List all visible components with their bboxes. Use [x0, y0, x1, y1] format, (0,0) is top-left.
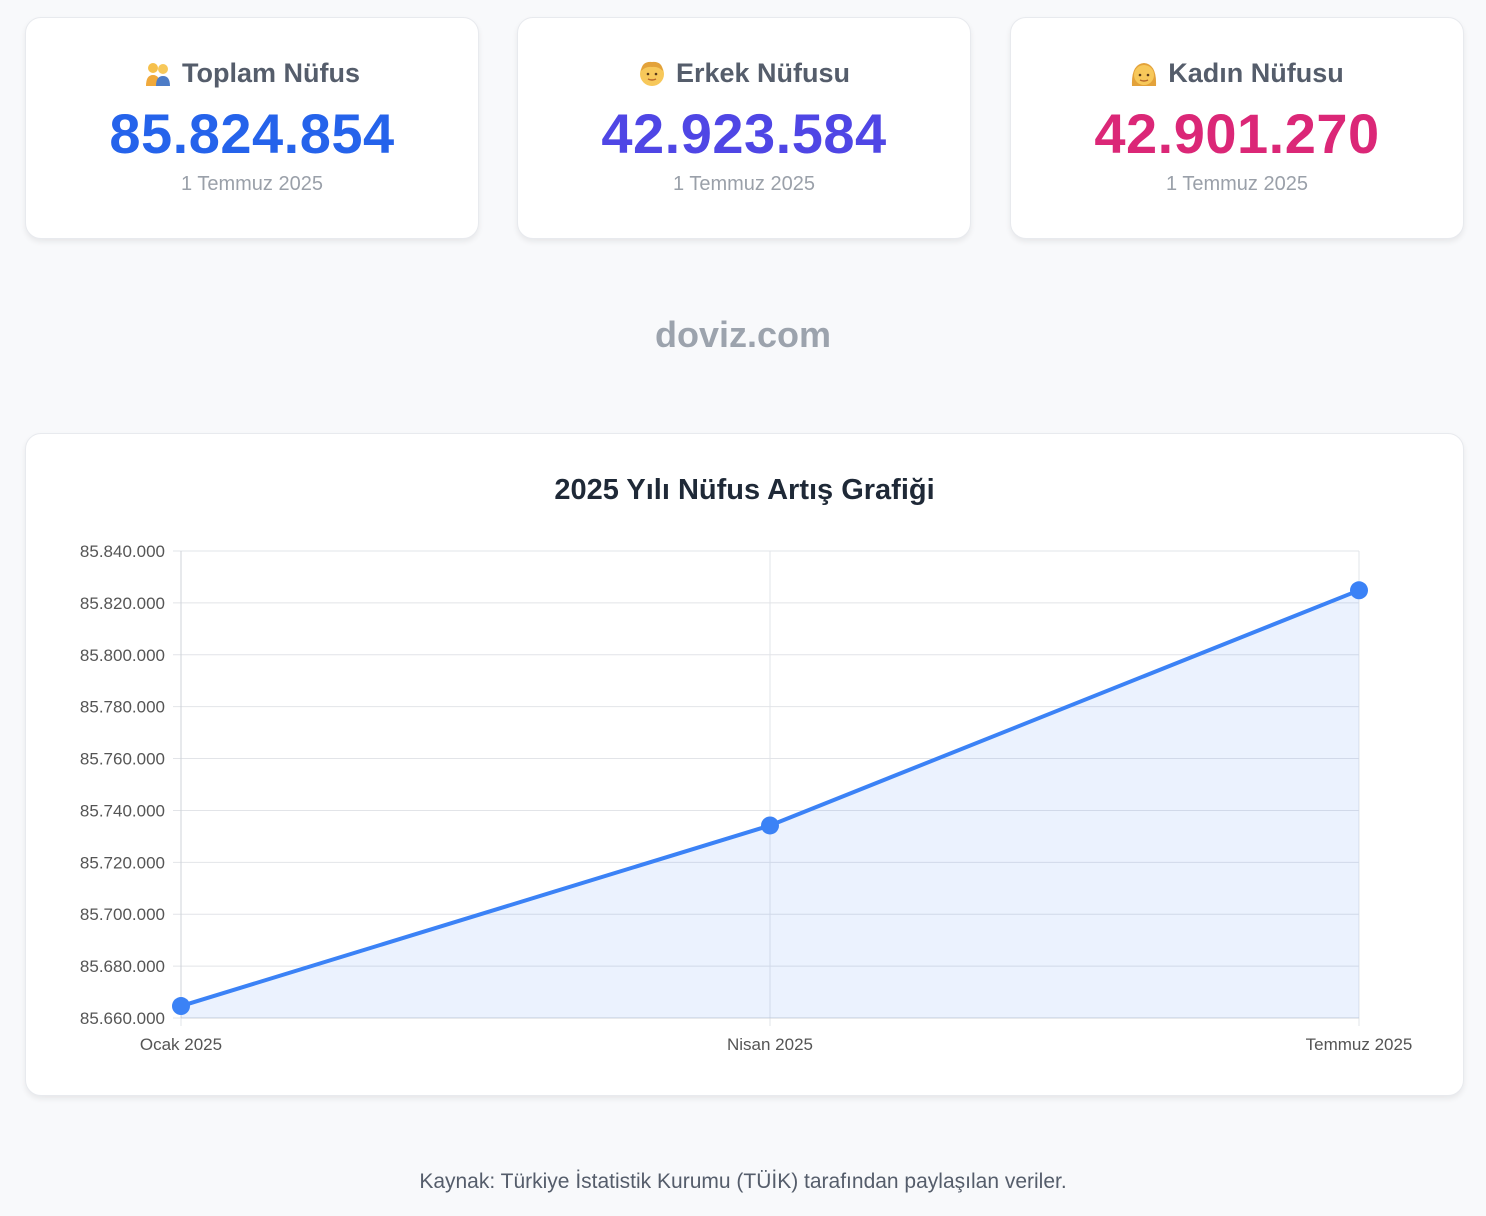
y-tick-label: 85.720.000: [80, 853, 165, 872]
male-population-card: Erkek Nüfusu 42.923.584 1 Temmuz 2025: [517, 17, 971, 239]
card-title: Kadın Nüfusu: [1011, 58, 1463, 89]
y-tick-label: 85.760.000: [80, 750, 165, 769]
chart-card: 2025 Yılı Nüfus Artış Grafiği 85.840.000…: [25, 433, 1464, 1096]
couple-emoji-icon: [146, 62, 170, 86]
y-tick-label: 85.660.000: [80, 1009, 165, 1028]
woman-emoji-icon: [1132, 62, 1157, 86]
card-title: Toplam Nüfus: [26, 58, 478, 89]
y-tick-label: 85.800.000: [80, 646, 165, 665]
card-title-text: Toplam Nüfus: [182, 58, 360, 88]
data-point: [172, 997, 190, 1016]
y-tick-label: 85.780.000: [80, 698, 165, 717]
card-date: 1 Temmuz 2025: [181, 173, 323, 195]
card-value: 42.923.584: [601, 102, 887, 165]
y-tick-label: 85.820.000: [80, 594, 165, 613]
x-tick-label: Temmuz 2025: [1306, 1035, 1413, 1054]
data-point: [1350, 581, 1368, 600]
female-population-card: Kadın Nüfusu 42.901.270 1 Temmuz 2025: [1010, 17, 1464, 239]
card-title: Erkek Nüfusu: [518, 58, 970, 89]
y-tick-label: 85.680.000: [80, 957, 165, 976]
data-point: [761, 816, 779, 835]
y-tick-label: 85.740.000: [80, 801, 165, 820]
source-footer: Kaynak: Türkiye İstatistik Kurumu (TÜİK)…: [419, 1170, 1067, 1193]
x-tick-label: Ocak 2025: [140, 1035, 222, 1054]
population-chart: 85.840.000 85.820.000 85.800.000 85.780.000…: [80, 542, 1413, 1054]
card-date: 1 Temmuz 2025: [673, 173, 815, 195]
y-tick-label: 85.840.000: [80, 542, 165, 561]
series-area: [181, 590, 1359, 1018]
x-tick-label: Nisan 2025: [727, 1035, 813, 1054]
man-emoji-icon: [639, 61, 664, 86]
watermark: doviz.com: [654, 314, 832, 355]
y-tick-label: 85.700.000: [80, 905, 165, 924]
card-date: 1 Temmuz 2025: [1166, 173, 1308, 195]
card-title-text: Erkek Nüfusu: [675, 58, 851, 88]
card-title-text: Kadın Nüfusu: [1168, 58, 1344, 88]
total-population-card: Toplam Nüfus 85.824.854 1 Temmuz 2025: [25, 17, 479, 239]
card-value: 85.824.854: [109, 102, 395, 165]
chart-title: 2025 Yılı Nüfus Artış Grafiği: [554, 474, 935, 506]
card-value: 42.901.270: [1094, 102, 1380, 165]
